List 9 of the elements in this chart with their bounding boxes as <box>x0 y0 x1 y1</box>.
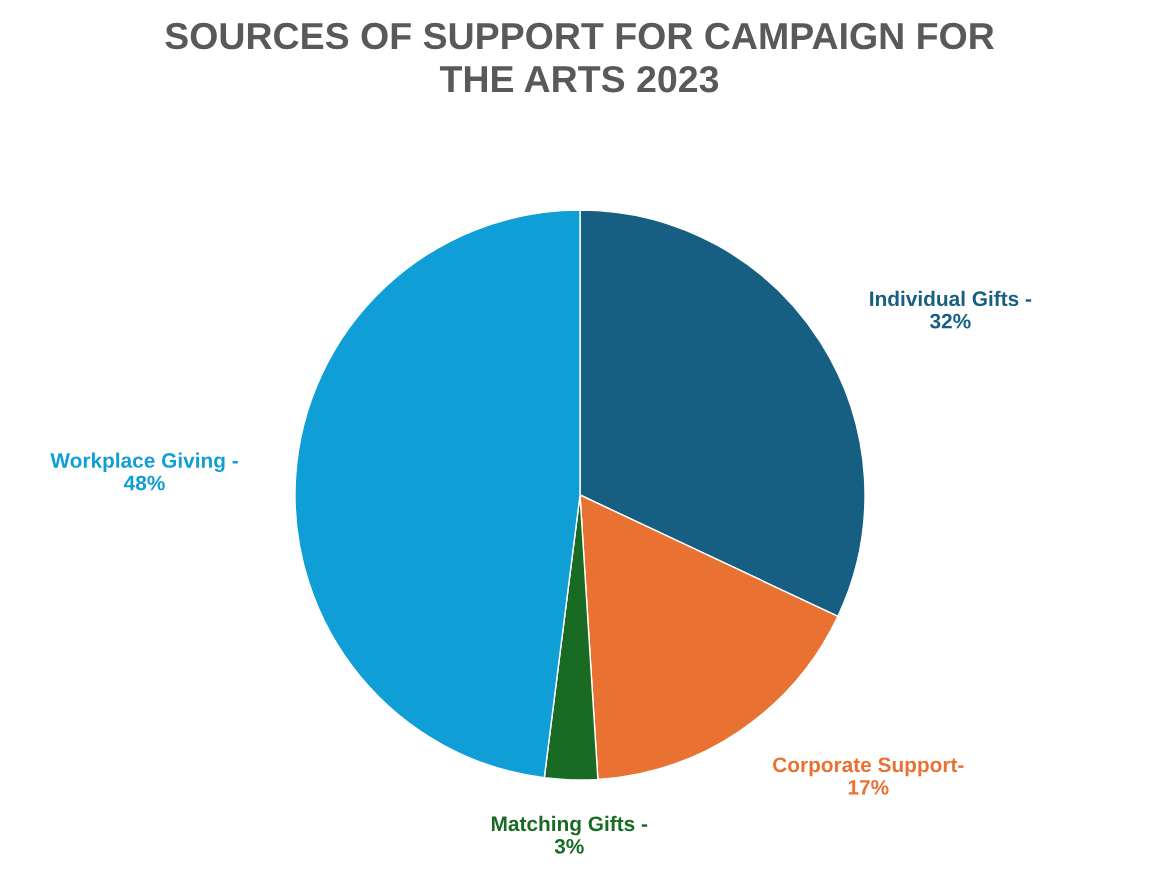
data-label: 17% <box>848 779 889 795</box>
data-label: 32% <box>929 313 971 329</box>
slice-label: Individual Gifts - <box>870 290 1032 307</box>
slice-label: Corporate Support- <box>773 757 964 777</box>
data-label: 3% <box>554 838 584 854</box>
chart-title: SOURCES OF SUPPORT FOR CAMPAIGN FOR THE ARTS 2023 <box>165 22 995 93</box>
slice-label: Workplace Giving - <box>50 452 238 473</box>
slice-label: Matching Gifts - <box>491 815 648 836</box>
data-label: 48% <box>123 475 165 491</box>
